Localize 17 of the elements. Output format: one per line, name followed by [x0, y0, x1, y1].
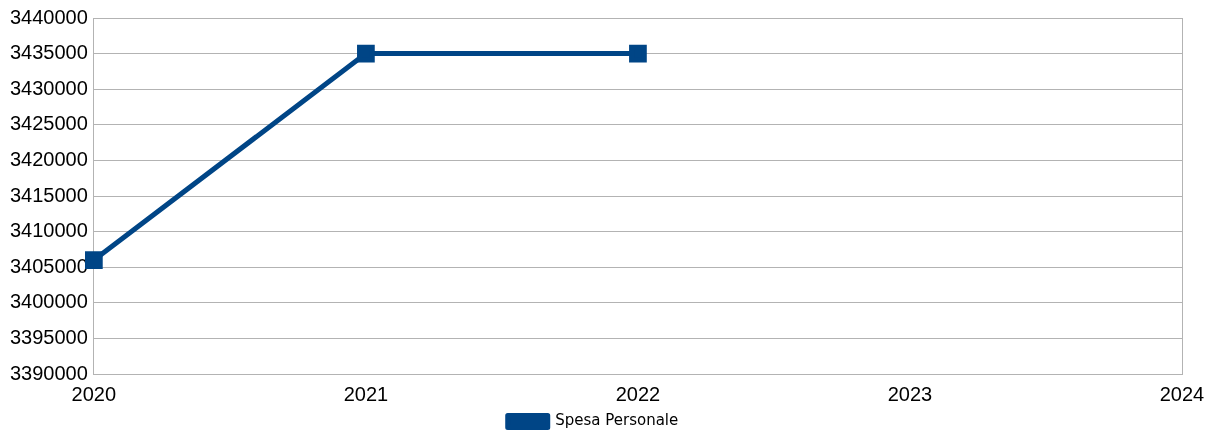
x-tick-label: 2021	[343, 382, 389, 405]
y-tick-label: 3415000	[9, 183, 88, 206]
y-tick-label: 3435000	[9, 41, 88, 64]
y-tick-label: 3395000	[9, 325, 88, 348]
y-tick-label: 3420000	[9, 147, 88, 170]
y-tick-label: 3410000	[9, 219, 88, 242]
y-tick-label: 3425000	[9, 112, 88, 135]
x-tick-label: 2022	[615, 382, 661, 405]
x-tick-label: 2020	[71, 382, 117, 405]
y-tick-label: 3430000	[9, 76, 88, 99]
y-tick-label: 3405000	[9, 254, 88, 277]
y-tick-label: 3440000	[9, 5, 88, 28]
legend-label: Spesa Personale	[555, 411, 679, 430]
y-tick-label: 3400000	[9, 290, 88, 313]
x-tick-label: 2024	[1159, 382, 1205, 405]
y-tick-label: 3390000	[9, 361, 88, 384]
x-tick-label: 2023	[887, 382, 933, 405]
